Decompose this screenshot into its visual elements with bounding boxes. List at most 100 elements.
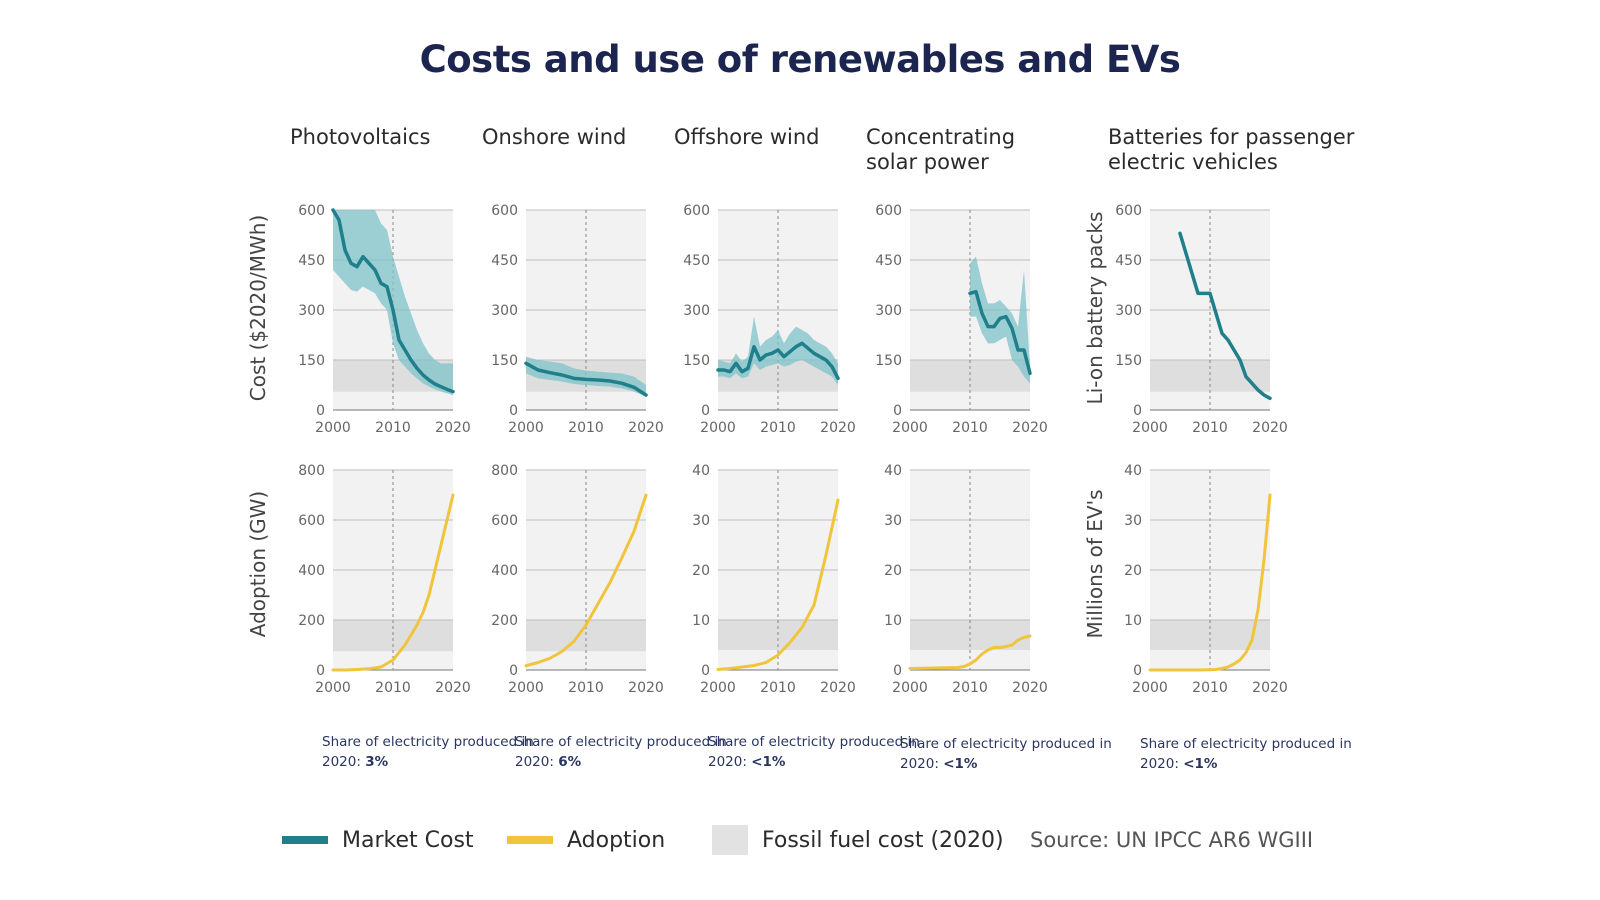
x-tick-label: 2010 <box>568 420 604 436</box>
share-value: 6% <box>558 754 582 770</box>
share-note-csp: Share of electricity produced in 2020: <… <box>900 734 1140 774</box>
y-tick-label: 600 <box>491 513 518 529</box>
x-tick-label: 2010 <box>952 420 988 436</box>
y-tick-label: 150 <box>491 353 518 369</box>
y-tick-label: 150 <box>683 353 710 369</box>
x-tick-label: 2010 <box>1192 680 1228 696</box>
y-tick-label: 300 <box>875 303 902 319</box>
y-tick-label: 10 <box>884 613 902 629</box>
x-tick-label: 2000 <box>508 680 544 696</box>
x-tick-label: 2010 <box>568 680 604 696</box>
x-tick-label: 2010 <box>760 420 796 436</box>
y-tick-label: 0 <box>701 663 710 679</box>
x-tick-label: 2020 <box>1012 680 1048 696</box>
x-tick-label: 2010 <box>375 680 411 696</box>
legend-label-fossil: Fossil fuel cost (2020) <box>762 827 1004 853</box>
y-tick-label: 150 <box>1115 353 1142 369</box>
share-note-photovoltaics: Share of electricity produced in 2020: 3… <box>322 732 562 772</box>
share-value: <1% <box>751 754 786 770</box>
panel-concentrating-solar-power-cost: 0 150 300 450 600 2000 2010 2020 <box>875 203 1048 436</box>
market-cost-line <box>524 361 648 397</box>
y-tick-label: 450 <box>875 253 902 269</box>
x-tick-label: 2000 <box>1132 680 1168 696</box>
y-tick-label: 20 <box>1124 563 1142 579</box>
legend-item-market-cost: Market Cost <box>282 820 474 860</box>
column-title-photovoltaics: Photovoltaics <box>290 125 431 149</box>
y-tick-label: 0 <box>893 663 902 679</box>
y-tick-label: 450 <box>1115 253 1142 269</box>
y-tick-label: 300 <box>491 303 518 319</box>
x-tick-label: 2000 <box>508 420 544 436</box>
adoption-line <box>1148 493 1272 672</box>
cost-uncertainty-band <box>526 356 646 397</box>
y-tick-label: 200 <box>491 613 518 629</box>
share-label: Share of electricity produced in 2020: <box>515 734 727 770</box>
x-tick-label: 2010 <box>375 420 411 436</box>
share-value: <1% <box>1183 756 1218 772</box>
y-tick-label: 0 <box>509 403 518 419</box>
x-tick-label: 2020 <box>628 680 664 696</box>
y-tick-label: 10 <box>692 613 710 629</box>
x-tick-label: 2010 <box>952 680 988 696</box>
panel-concentrating-solar-power-adoption: 0 10 20 30 40 2000 2010 2020 <box>884 463 1048 696</box>
column-title-offshore-wind: Offshore wind <box>674 125 820 149</box>
y-tick-label: 20 <box>884 563 902 579</box>
x-tick-label: 2020 <box>435 680 471 696</box>
y-tick-label: 20 <box>692 563 710 579</box>
share-label: Share of electricity produced in 2020: <box>1140 736 1352 772</box>
y-tick-label: 40 <box>884 463 902 479</box>
x-tick-label: 2000 <box>315 420 351 436</box>
share-label: Share of electricity produced in 2020: <box>322 734 534 770</box>
y-tick-label: 600 <box>875 203 902 219</box>
legend-item-adoption: Adoption <box>507 820 665 860</box>
y-tick-label: 0 <box>893 403 902 419</box>
y-tick-label: 150 <box>875 353 902 369</box>
legend-label-market-cost: Market Cost <box>342 827 474 853</box>
legend-item-fossil: Fossil fuel cost (2020) <box>712 820 1004 860</box>
y-tick-label: 30 <box>884 513 902 529</box>
y-tick-label: 400 <box>298 563 325 579</box>
panel-photovoltaics-adoption: 0 200 400 600 800 2000 2010 2020 <box>298 463 471 696</box>
y-tick-label: 300 <box>298 303 325 319</box>
x-tick-label: 2020 <box>1252 680 1288 696</box>
y-tick-label: 0 <box>509 663 518 679</box>
y-tick-label: 0 <box>701 403 710 419</box>
adoption-line <box>908 634 1032 670</box>
y-tick-label: 800 <box>298 463 325 479</box>
y-tick-label: 450 <box>683 253 710 269</box>
y-tick-label: 0 <box>316 663 325 679</box>
market-cost-line <box>331 208 455 394</box>
y-tick-label: 0 <box>316 403 325 419</box>
x-tick-label: 2020 <box>820 680 856 696</box>
y-tick-label: 300 <box>683 303 710 319</box>
share-value: 3% <box>365 754 389 770</box>
x-tick-label: 2020 <box>820 420 856 436</box>
adoption-line <box>716 498 840 671</box>
panel-offshore-wind-adoption: 0 10 20 30 40 2000 2010 2020 <box>692 463 856 696</box>
legend-swatch-fossil <box>712 825 748 855</box>
x-tick-label: 2010 <box>1192 420 1228 436</box>
panel-offshore-wind-cost: 0 150 300 450 600 2000 2010 2020 <box>683 203 856 436</box>
y-tick-label: 0 <box>1133 403 1142 419</box>
x-tick-label: 2010 <box>760 680 796 696</box>
x-tick-label: 2000 <box>700 680 736 696</box>
share-note-ev-batteries: Share of electricity produced in 2020: <… <box>1140 734 1380 774</box>
x-tick-label: 2000 <box>1132 420 1168 436</box>
y-tick-label: 450 <box>298 253 325 269</box>
y-tick-label: 40 <box>692 463 710 479</box>
legend-swatch-market-cost <box>282 836 328 844</box>
x-tick-label: 2000 <box>892 420 928 436</box>
x-tick-label: 2020 <box>435 420 471 436</box>
y-tick-label: 10 <box>1124 613 1142 629</box>
column-title-onshore-wind: Onshore wind <box>482 125 627 149</box>
x-tick-label: 2020 <box>1252 420 1288 436</box>
y-tick-label: 600 <box>1115 203 1142 219</box>
panel-li-on-battery-packs-cost: 0 150 300 450 600 2000 2010 2020 <box>1115 203 1288 436</box>
y-tick-label: 800 <box>491 463 518 479</box>
y-tick-label: 300 <box>1115 303 1142 319</box>
panel-photovoltaics-cost: 0 150 300 450 600 2000 2010 2020 <box>298 203 471 436</box>
legend-label-adoption: Adoption <box>567 827 666 853</box>
y-tick-label: 600 <box>683 203 710 219</box>
x-tick-label: 2000 <box>700 420 736 436</box>
market-cost-line <box>716 341 840 381</box>
